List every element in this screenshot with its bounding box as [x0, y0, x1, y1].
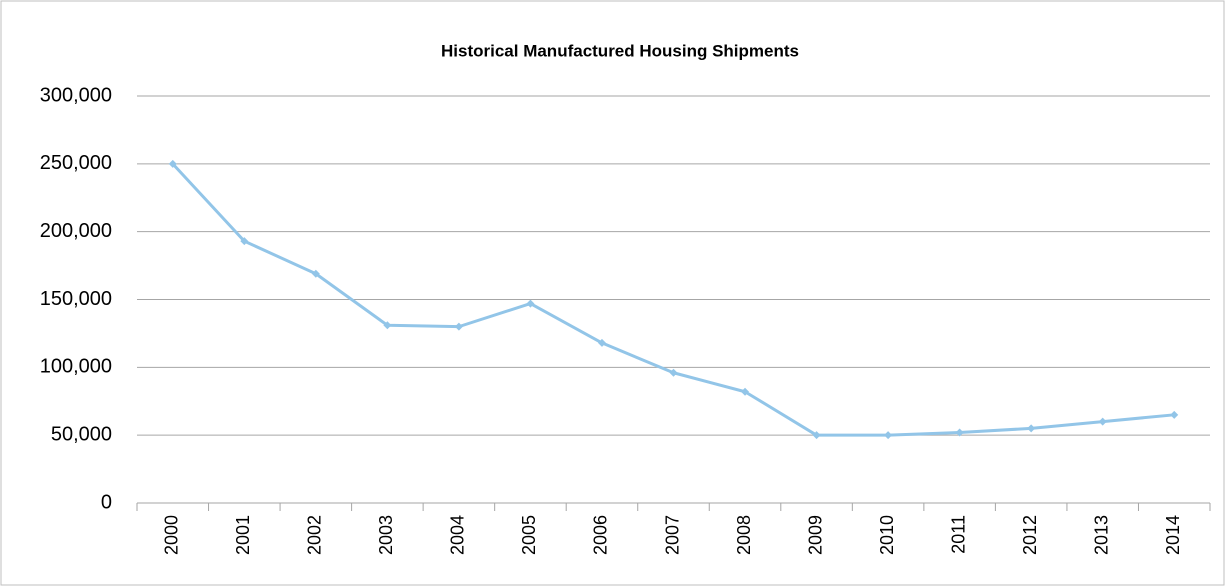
chart-title: Historical Manufactured Housing Shipment… — [441, 41, 799, 60]
x-tick-label: 2003 — [376, 515, 396, 555]
x-tick-label: 2009 — [805, 515, 825, 555]
marker — [311, 269, 320, 278]
y-tick-label: 0 — [101, 491, 112, 513]
marker — [454, 322, 463, 331]
y-tick-label: 200,000 — [40, 220, 112, 242]
x-tick-label: 2006 — [591, 515, 611, 555]
marker — [1098, 417, 1107, 426]
y-tick-label: 50,000 — [51, 423, 112, 445]
y-tick-label: 300,000 — [40, 84, 112, 106]
marker — [240, 237, 249, 246]
x-tick-label: 2002 — [305, 515, 325, 555]
marker — [1027, 424, 1036, 433]
x-tick-label: 2014 — [1163, 515, 1183, 555]
marker — [526, 299, 535, 308]
x-tick-label: 2012 — [1020, 515, 1040, 555]
x-tick-label: 2007 — [662, 515, 682, 555]
y-tick-label: 250,000 — [40, 152, 112, 174]
x-tick-label: 2001 — [233, 515, 253, 555]
x-tick-label: 2000 — [162, 515, 182, 555]
marker — [812, 431, 821, 440]
y-tick-label: 100,000 — [40, 356, 112, 378]
x-tick-label: 2008 — [734, 515, 754, 555]
x-tick-label: 2004 — [448, 515, 468, 555]
marker — [1170, 410, 1179, 419]
marker — [669, 368, 678, 377]
y-tick-label: 150,000 — [40, 288, 112, 310]
x-tick-label: 2011 — [948, 515, 968, 554]
marker — [741, 387, 750, 396]
x-tick-label: 2010 — [877, 515, 897, 555]
marker — [884, 431, 893, 440]
marker — [597, 338, 606, 347]
marker — [383, 321, 392, 330]
marker — [955, 428, 964, 437]
marker — [168, 159, 177, 168]
x-tick-label: 2005 — [519, 515, 539, 555]
x-tick-label: 2013 — [1091, 515, 1111, 555]
